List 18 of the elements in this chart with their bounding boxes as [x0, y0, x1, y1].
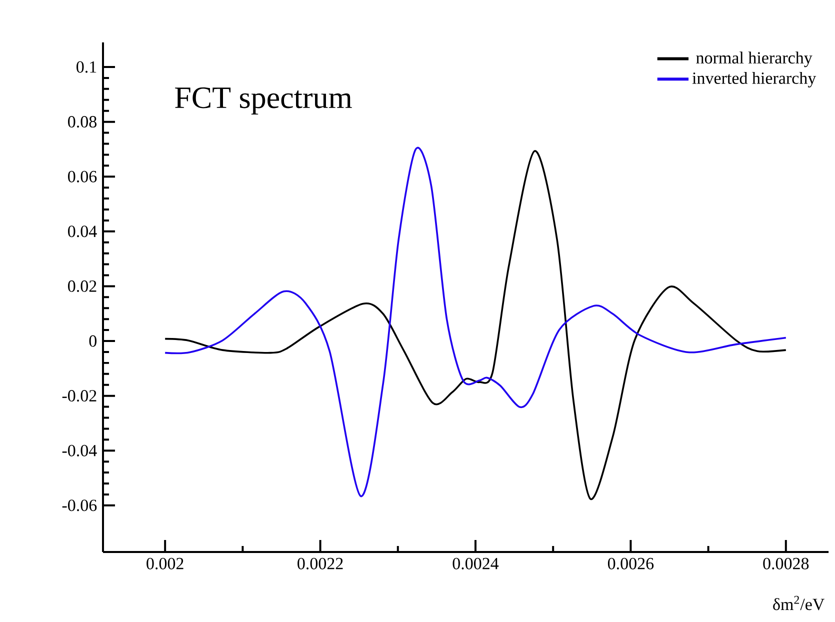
y-tick-label: 0.06 [68, 170, 97, 182]
y-tick-label: 0 [89, 335, 96, 347]
legend-label: normal hierarchy [696, 52, 812, 68]
x-tick-label: 0.0022 [298, 558, 343, 570]
legend-label: inverted hierarchy [692, 72, 816, 88]
y-tick-label: 0.08 [68, 116, 96, 128]
y-tick-label: -0.04 [62, 444, 97, 456]
text: FCT spectrum [175, 87, 352, 115]
y-tick-label: 0.04 [68, 226, 97, 238]
y-tick-label: -0.02 [62, 390, 96, 402]
y-tick-label: 0.02 [68, 280, 96, 292]
x-axis-title: δm$^{2}$/eV [773, 596, 825, 610]
y-tick-label: 0.1 [76, 61, 96, 73]
x-tick-label: 0.0024 [452, 558, 499, 570]
x-tick-label: 0.0028 [763, 558, 809, 570]
y-tick-label: -0.06 [62, 500, 97, 512]
x-tick-label: 0.0026 [608, 558, 654, 570]
x-tick-label: 0.002 [146, 558, 184, 570]
